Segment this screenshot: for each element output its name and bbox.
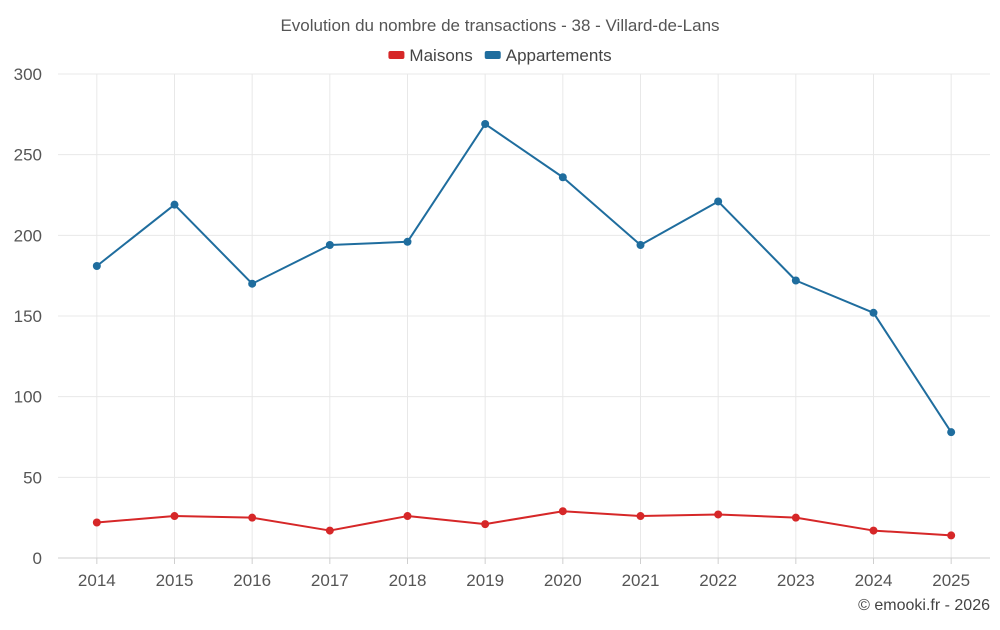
x-tick-label: 2022 bbox=[699, 571, 737, 590]
data-point-maisons[interactable] bbox=[714, 510, 723, 519]
data-point-appartements[interactable] bbox=[170, 200, 179, 209]
data-point-appartements[interactable] bbox=[92, 261, 101, 270]
grid bbox=[58, 73, 990, 558]
data-point-maisons[interactable] bbox=[791, 513, 800, 522]
x-tick-label: 2018 bbox=[389, 571, 427, 590]
x-tick-label: 2019 bbox=[466, 571, 504, 590]
y-tick-label: 0 bbox=[33, 549, 42, 568]
y-tick-label: 300 bbox=[14, 65, 42, 84]
x-tick-label: 2016 bbox=[233, 571, 271, 590]
legend: Maisons Appartements bbox=[388, 46, 612, 65]
data-point-appartements[interactable] bbox=[325, 241, 334, 250]
data-point-appartements[interactable] bbox=[791, 276, 800, 285]
data-point-maisons[interactable] bbox=[403, 512, 412, 521]
x-tick-label: 2021 bbox=[622, 571, 660, 590]
legend-label: Appartements bbox=[506, 46, 612, 65]
data-point-maisons[interactable] bbox=[947, 531, 956, 540]
x-tick-label: 2014 bbox=[78, 571, 116, 590]
data-point-appartements[interactable] bbox=[869, 308, 878, 317]
data-point-maisons[interactable] bbox=[325, 526, 334, 535]
data-point-appartements[interactable] bbox=[558, 173, 567, 182]
data-point-appartements[interactable] bbox=[636, 241, 645, 250]
x-tick-label: 2020 bbox=[544, 571, 582, 590]
data-point-appartements[interactable] bbox=[481, 120, 490, 129]
series-layer bbox=[92, 120, 956, 540]
legend-swatch bbox=[388, 51, 405, 59]
series-line-maisons bbox=[96, 510, 952, 537]
legend-swatch bbox=[484, 51, 501, 59]
data-point-maisons[interactable] bbox=[248, 513, 257, 522]
legend-item-appartements[interactable]: Appartements bbox=[484, 46, 612, 65]
data-point-appartements[interactable] bbox=[403, 237, 412, 246]
y-tick-label: 200 bbox=[14, 226, 42, 245]
y-tick-label: 100 bbox=[14, 388, 42, 407]
data-point-appartements[interactable] bbox=[714, 197, 723, 206]
x-tick-label: 2015 bbox=[156, 571, 194, 590]
data-point-maisons[interactable] bbox=[558, 507, 567, 516]
x-tick-label: 2023 bbox=[777, 571, 815, 590]
y-tick-label: 150 bbox=[14, 307, 42, 326]
data-point-maisons[interactable] bbox=[170, 512, 179, 521]
series-appartements bbox=[92, 120, 956, 437]
legend-label: Maisons bbox=[409, 46, 472, 65]
x-tick-label: 2024 bbox=[855, 571, 893, 590]
data-point-maisons[interactable] bbox=[636, 512, 645, 521]
axes: 0 50 100 150 200 250 300 2014 2015 2016 2017 2018 20… bbox=[14, 65, 990, 590]
y-tick-label: 250 bbox=[14, 146, 42, 165]
credit-text: © emooki.fr - 2026 bbox=[858, 597, 990, 614]
x-tick-label: 2025 bbox=[932, 571, 970, 590]
data-point-maisons[interactable] bbox=[481, 520, 490, 529]
chart-title: Evolution du nombre de transactions - 38… bbox=[280, 16, 719, 35]
data-point-maisons[interactable] bbox=[92, 518, 101, 527]
data-point-maisons[interactable] bbox=[869, 526, 878, 535]
y-tick-label: 50 bbox=[23, 468, 42, 487]
series-maisons bbox=[92, 507, 956, 540]
legend-item-maisons[interactable]: Maisons bbox=[388, 46, 473, 65]
data-point-appartements[interactable] bbox=[248, 279, 257, 288]
data-point-appartements[interactable] bbox=[947, 428, 956, 437]
x-tick-label: 2017 bbox=[311, 571, 349, 590]
series-line-appartements bbox=[96, 123, 953, 433]
